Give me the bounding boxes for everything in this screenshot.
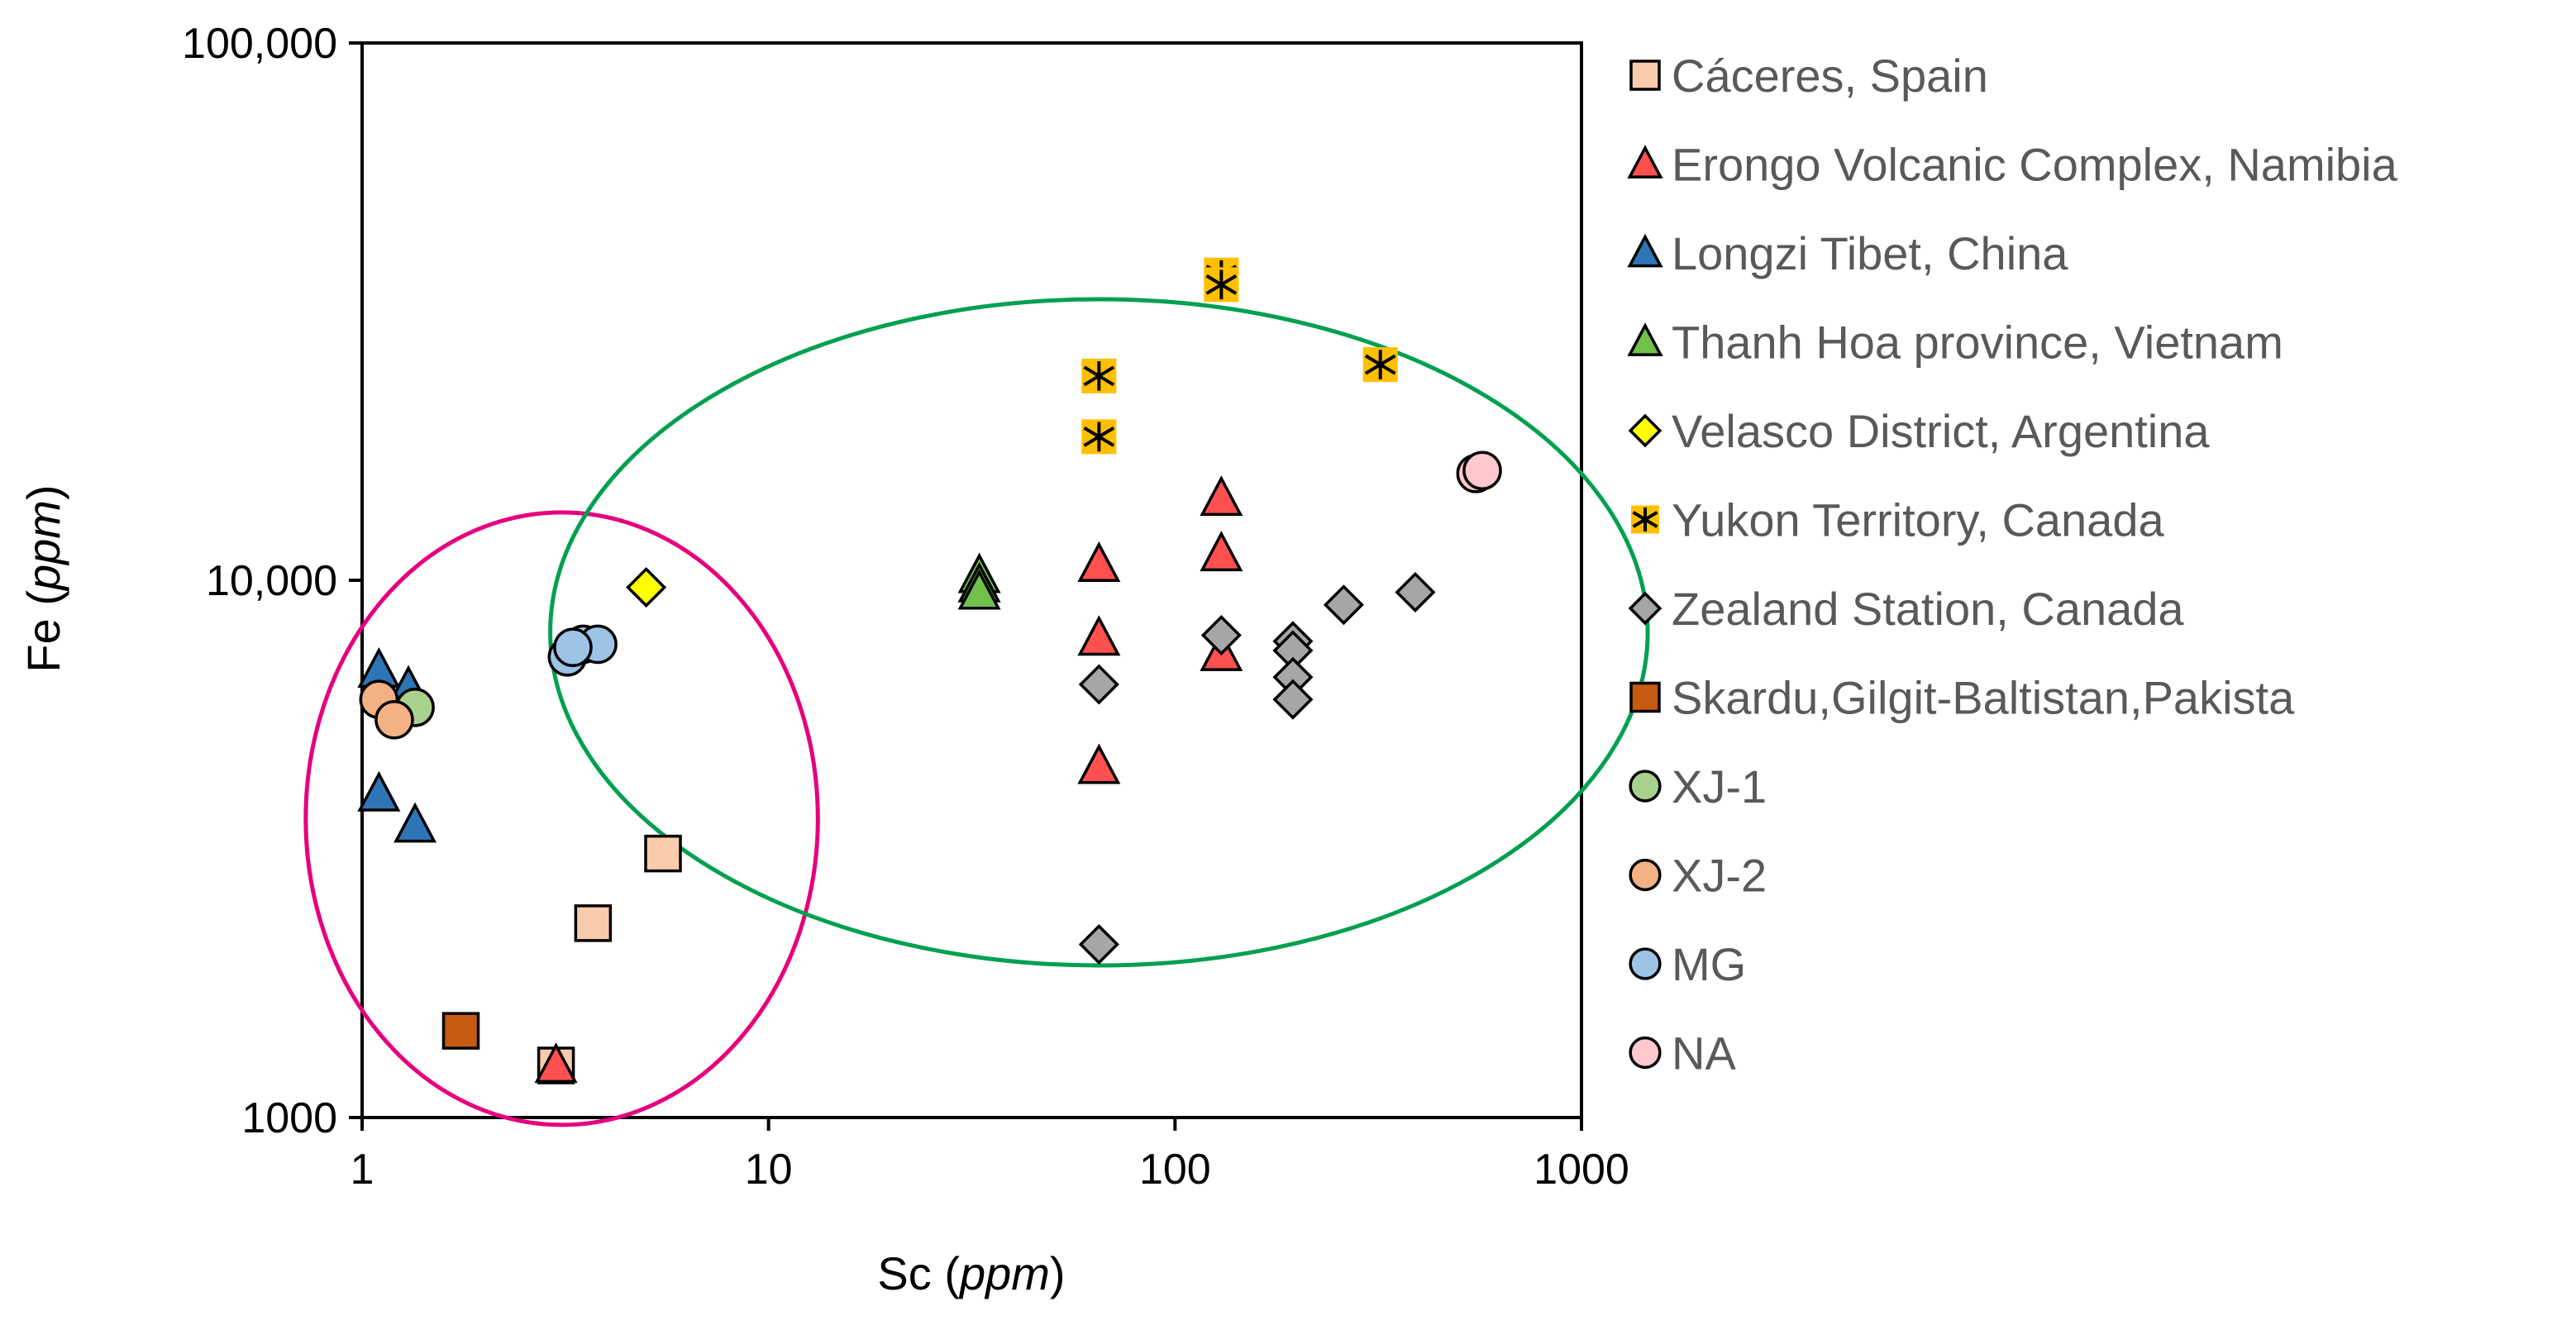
legend-marker <box>1629 681 1661 713</box>
legend-label: Velasco District, Argentina <box>1672 405 2210 457</box>
data-point <box>1272 679 1314 720</box>
data-point <box>1200 531 1243 572</box>
legend-label: XJ-2 <box>1672 850 1767 902</box>
x-tick-label: 100 <box>1139 1146 1211 1194</box>
data-point <box>394 802 437 843</box>
legend-label: NA <box>1672 1027 1736 1080</box>
data-point <box>1077 541 1121 582</box>
x-tick-label: 10 <box>745 1146 793 1194</box>
legend-marker <box>1629 770 1662 803</box>
legend-marker <box>1629 947 1662 980</box>
legend-label: Thanh Hoa province, Vietnam <box>1672 317 2283 369</box>
data-point <box>1077 615 1121 656</box>
y-axis-title: Fe (ppm) <box>17 484 69 672</box>
data-point <box>441 1012 480 1050</box>
data-point <box>1078 924 1119 965</box>
legend-marker <box>1629 1036 1662 1070</box>
legend-label: XJ-1 <box>1672 760 1767 813</box>
axis-ticks-layer: 1 10 100 1000 1000 10,000 100,000 <box>182 20 1629 1194</box>
y-axis-title-label: Fe <box>17 618 69 672</box>
legend-marker <box>1627 145 1663 179</box>
legend-marker <box>1631 505 1659 534</box>
data-point <box>553 627 593 668</box>
legend-marker <box>1629 60 1661 91</box>
data-point <box>644 834 682 873</box>
data-point <box>1323 584 1364 626</box>
legend-marker <box>1629 858 1662 892</box>
data-point <box>374 699 414 740</box>
legend-label: Longzi Tibet, China <box>1672 227 2068 279</box>
legend-marker <box>1627 322 1663 356</box>
y-tick-label: 1000 <box>241 1094 337 1142</box>
data-point <box>574 904 613 942</box>
y-tick-label: 100,000 <box>182 20 337 68</box>
data-point <box>626 567 667 608</box>
legend-label: MG <box>1672 938 1746 990</box>
x-tick-label: 1 <box>351 1146 374 1194</box>
data-point <box>1081 358 1117 393</box>
group-ellipse <box>548 297 1650 968</box>
data-point <box>1362 347 1398 383</box>
data-point <box>1462 450 1502 491</box>
group-ellipse <box>303 510 820 1127</box>
x-axis-title-unit: ppm <box>958 1247 1050 1299</box>
legend: Cáceres, Spain Erongo Volcanic Complex, N… <box>1627 50 2398 1080</box>
y-axis-title-unit: ppm <box>17 500 69 592</box>
legend-label: Cáceres, Spain <box>1672 50 1988 102</box>
legend-label: Erongo Volcanic Complex, Namibia <box>1672 139 2398 191</box>
legend-label: Zealand Station, Canada <box>1672 583 2184 635</box>
data-point <box>957 569 1001 610</box>
data-point <box>1200 615 1242 656</box>
x-axis-title: Sc (ppm) <box>877 1247 1065 1299</box>
annotation-layer <box>303 297 1650 1127</box>
data-point <box>1200 475 1243 517</box>
data-point <box>534 1042 578 1084</box>
x-axis-title-label: Sc <box>877 1247 931 1299</box>
data-point <box>1077 743 1121 784</box>
data-points-layer <box>357 257 1502 1084</box>
data-point <box>357 770 401 812</box>
y-tick-label: 10,000 <box>206 557 337 605</box>
legend-marker <box>1628 591 1662 626</box>
data-point <box>1081 419 1117 455</box>
data-point <box>1395 571 1436 613</box>
legend-label: Yukon Territory, Canada <box>1672 494 2164 546</box>
legend-marker <box>1628 413 1662 448</box>
data-point <box>1204 267 1239 303</box>
legend-marker <box>1627 233 1663 268</box>
data-point <box>1078 664 1119 705</box>
x-tick-label: 1000 <box>1534 1146 1629 1194</box>
legend-label: Skardu,Gilgit-Baltistan,Pakista <box>1672 672 2295 724</box>
